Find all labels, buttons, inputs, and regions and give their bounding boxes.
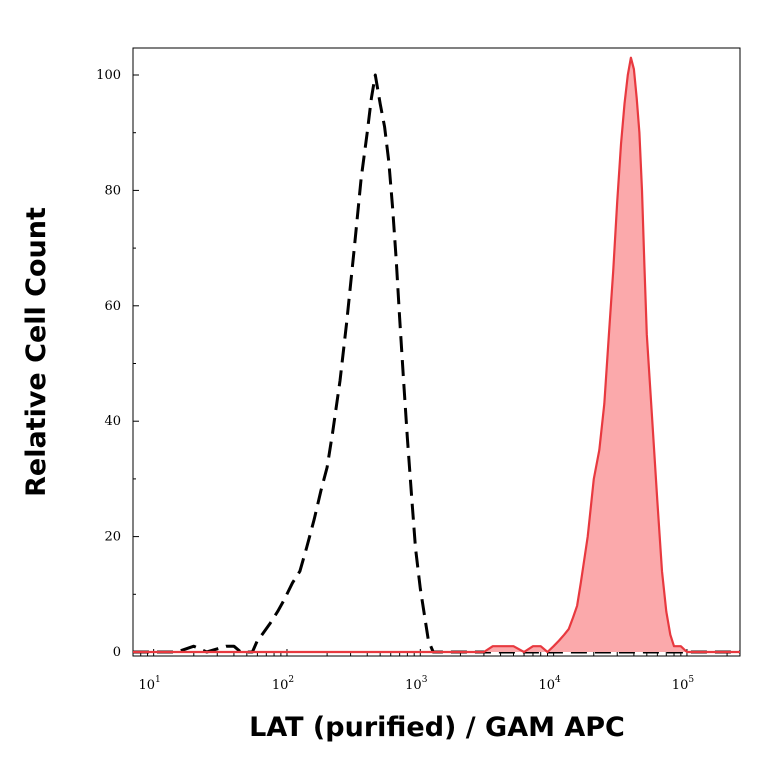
plot-frame [132, 47, 741, 657]
series-2-line [133, 56, 740, 654]
series-2-area [133, 57, 740, 652]
y-tick-label: 20 [104, 530, 121, 545]
x-tick-label: 105 [672, 675, 695, 693]
x-axis-title: LAT (purified) / GAM APC [249, 712, 625, 743]
series-layer [133, 56, 740, 654]
x-tick-label: 102 [272, 675, 294, 693]
x-tick-label: 101 [139, 675, 161, 693]
y-tick-label: 40 [104, 414, 121, 429]
x-tick-label: 103 [405, 675, 428, 693]
series-1-line [133, 73, 740, 654]
y-tick-label: 80 [104, 183, 121, 198]
y-tick-label: 60 [104, 299, 121, 314]
y-tick-label: 100 [96, 68, 121, 83]
y-axis-ticks: 0 20 40 60 80 100 [96, 68, 139, 660]
y-tick-label: 0 [113, 645, 121, 660]
y-axis-title: Relative Cell Count [21, 207, 52, 497]
x-tick-label: 104 [538, 675, 561, 693]
